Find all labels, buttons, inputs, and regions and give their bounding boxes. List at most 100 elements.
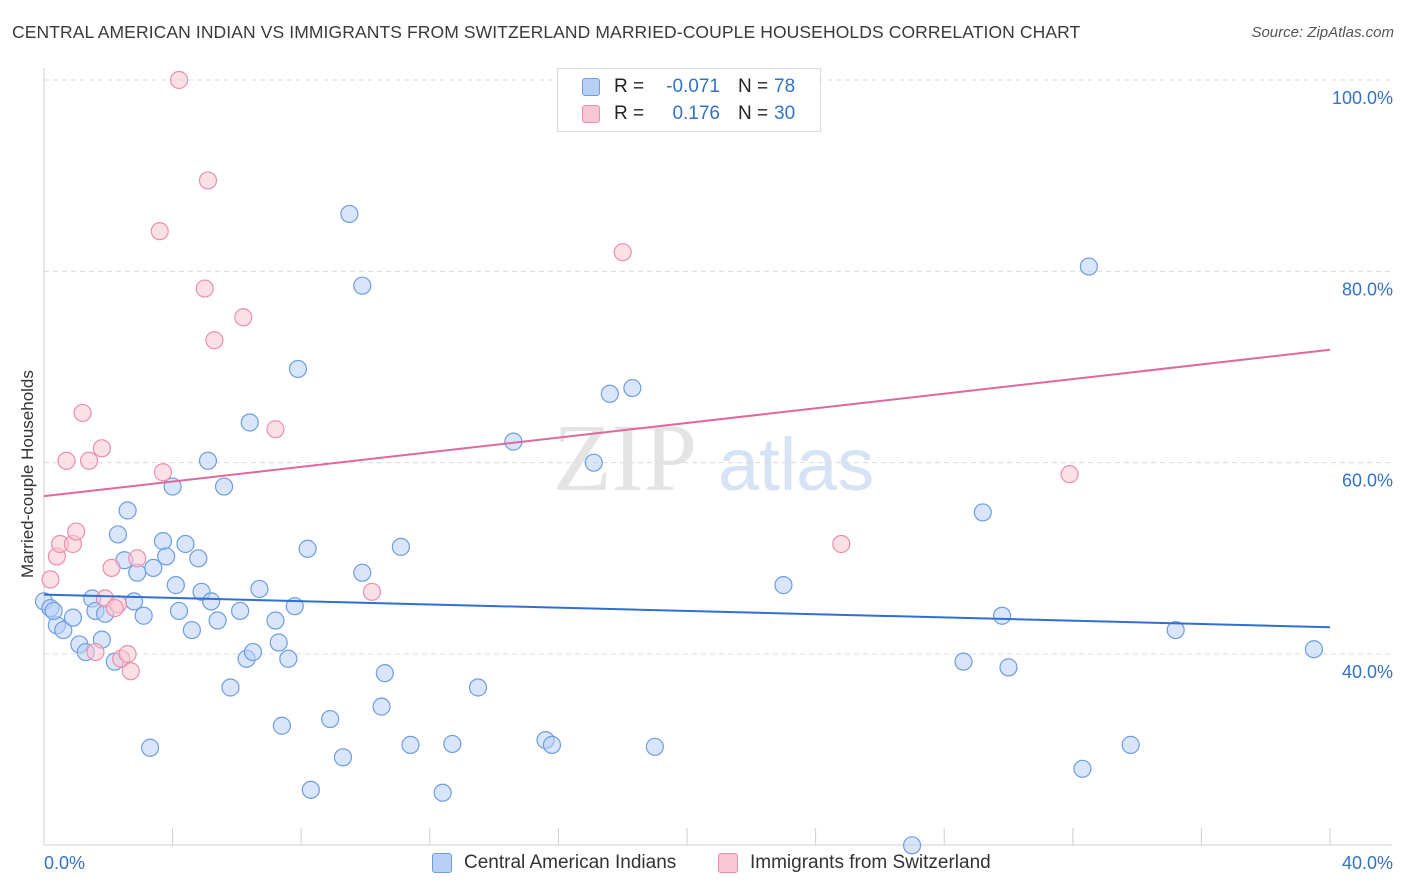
- data-point: [443, 734, 462, 754]
- series-legend-label-blue: Central American Indians: [464, 852, 677, 873]
- data-point: [333, 748, 353, 767]
- watermark-zip: ZIP: [553, 404, 697, 511]
- data-point: [198, 171, 218, 190]
- data-point: [54, 620, 73, 640]
- data-point: [288, 359, 308, 379]
- data-point: [79, 451, 99, 470]
- data-point: [584, 453, 603, 472]
- data-point: [266, 420, 285, 439]
- y-tick-label: 100.0%: [1332, 88, 1393, 108]
- data-point: [140, 738, 160, 757]
- data-point: [613, 243, 632, 262]
- data-point: [832, 534, 851, 554]
- data-point: [1304, 640, 1324, 659]
- legend-swatch-blue: [582, 78, 600, 96]
- data-point: [67, 522, 86, 541]
- data-point: [375, 664, 394, 683]
- data-point: [144, 558, 163, 578]
- data-point: [623, 378, 642, 398]
- data-point: [401, 735, 420, 754]
- data-point: [153, 532, 173, 551]
- data-point: [1166, 620, 1185, 640]
- data-point: [353, 276, 372, 295]
- y-tick-label: 60.0%: [1342, 471, 1393, 491]
- data-point: [645, 737, 664, 756]
- trend-lines: [43, 348, 1331, 629]
- series-central-american-indians: [34, 204, 1324, 855]
- data-point: [240, 413, 259, 432]
- data-point: [189, 549, 208, 568]
- data-point: [279, 649, 298, 668]
- legend-row-pink: R = 0.176 N = 30: [582, 101, 795, 127]
- correlation-legend: R = -0.071 N = 78 R = 0.176 N = 30: [557, 68, 821, 132]
- data-point: [391, 537, 410, 556]
- data-point: [243, 642, 263, 662]
- series-legend-label-pink: Immigrants from Switzerland: [750, 852, 991, 873]
- x-tick-label-min: 0.0%: [44, 853, 85, 873]
- data-point: [44, 601, 63, 621]
- series-legend-item-pink: Immigrants from Switzerland: [718, 852, 991, 874]
- data-point: [954, 652, 973, 671]
- legend-n-value: 30: [774, 103, 796, 124]
- watermark-atlas: atlas: [718, 423, 874, 506]
- chart-title: CENTRAL AMERICAN INDIAN VS IMMIGRANTS FR…: [12, 22, 1081, 42]
- data-point: [902, 836, 922, 855]
- series-legend-swatch-blue: [432, 853, 452, 873]
- data-point: [973, 503, 992, 522]
- data-point: [266, 611, 285, 630]
- x-tick-label-max: 40.0%: [1342, 853, 1393, 873]
- data-point: [1073, 759, 1092, 778]
- data-point: [600, 384, 619, 403]
- legend-n-value: 78: [774, 76, 796, 97]
- data-point: [999, 658, 1018, 677]
- data-point: [250, 579, 269, 599]
- data-point: [202, 592, 221, 611]
- series-legend-swatch-pink: [718, 853, 738, 873]
- axes: [43, 68, 1392, 846]
- data-point: [41, 570, 60, 589]
- data-point: [269, 633, 288, 652]
- data-point: [182, 620, 201, 640]
- series-legend: Central American Indians Immigrants from…: [0, 852, 1406, 878]
- data-point: [124, 592, 144, 611]
- data-point: [353, 563, 372, 582]
- data-point: [301, 780, 320, 799]
- legend-n-label: N =: [738, 76, 769, 97]
- legend-n-label: N =: [738, 103, 769, 124]
- legend-r-value: -0.071: [666, 76, 720, 97]
- data-point: [298, 539, 317, 558]
- data-point: [774, 576, 793, 595]
- y-axis-label: Married-couple Households: [18, 370, 37, 578]
- series-legend-item-blue: Central American Indians: [432, 852, 676, 874]
- data-point: [118, 501, 137, 520]
- data-point: [150, 222, 169, 241]
- data-point: [542, 735, 562, 754]
- trend-line-pink: [43, 348, 1331, 498]
- data-point: [234, 308, 253, 327]
- data-point: [362, 582, 382, 601]
- watermark: ZIP atlas: [553, 404, 874, 511]
- data-point: [433, 783, 452, 802]
- legend-row-blue: R = -0.071 N = 78: [582, 74, 795, 100]
- data-point: [105, 598, 124, 618]
- data-point: [340, 204, 359, 224]
- data-point: [992, 606, 1012, 625]
- data-point: [205, 331, 224, 350]
- data-point: [231, 601, 250, 621]
- data-point: [86, 642, 105, 662]
- data-point: [1079, 257, 1098, 276]
- data-point: [73, 403, 92, 423]
- data-point: [372, 697, 391, 716]
- y-tick-label: 80.0%: [1342, 279, 1393, 299]
- data-point: [134, 606, 153, 625]
- data-point: [468, 678, 488, 697]
- data-point: [121, 662, 140, 681]
- data-point: [166, 576, 185, 595]
- data-point: [63, 608, 83, 627]
- data-point: [108, 525, 128, 544]
- data-point: [195, 279, 214, 298]
- y-tick-label: 40.0%: [1342, 662, 1393, 682]
- legend-r-value: 0.176: [672, 103, 720, 124]
- legend-r-label: R =: [614, 76, 645, 97]
- trend-line-blue: [43, 593, 1331, 629]
